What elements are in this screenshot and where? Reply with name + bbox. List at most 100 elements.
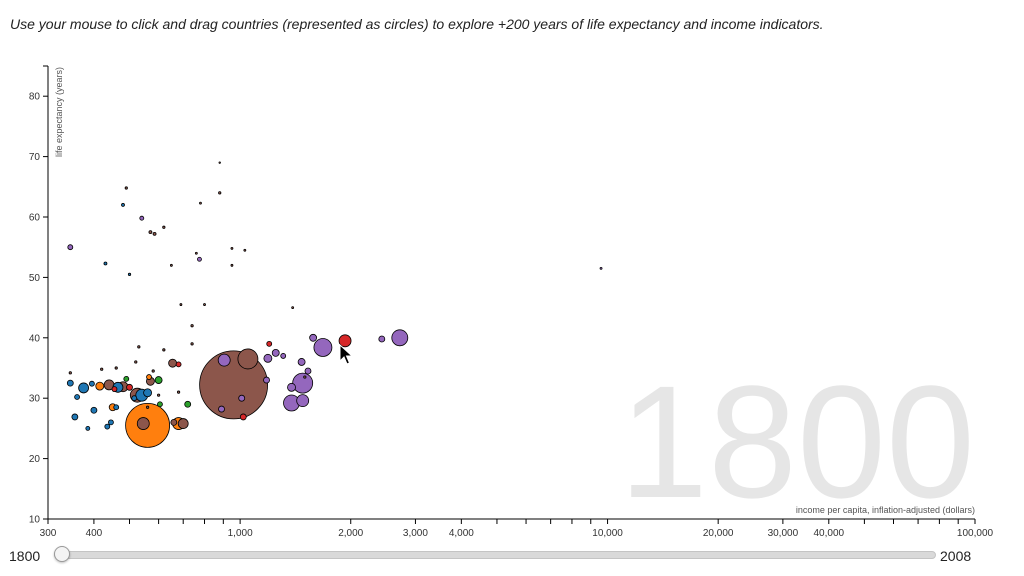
country-bubble[interactable] [157,401,163,408]
country-bubble[interactable] [68,371,72,375]
country-bubble[interactable] [237,348,259,370]
y-tick-label: 20 [29,454,41,465]
country-bubble[interactable] [194,251,198,255]
country-bubble[interactable] [199,201,202,205]
country-bubble[interactable] [152,232,157,236]
country-bubble[interactable] [139,215,145,221]
country-bubble[interactable] [170,418,178,426]
country-bubble[interactable] [78,382,90,394]
country-bubble[interactable] [67,244,74,251]
country-bubble[interactable] [111,386,118,393]
year-slider-track[interactable] [54,551,936,559]
country-bubble[interactable] [296,394,310,408]
country-bubble[interactable] [197,256,202,262]
country-bubble[interactable] [177,418,189,429]
country-bubble[interactable] [108,419,114,426]
country-bubble[interactable] [243,248,247,252]
y-tick-label: 10 [29,515,41,526]
x-tick-label: 100,000 [957,528,994,539]
slider-max-label: 2008 [940,548,972,564]
country-bubble[interactable] [230,263,234,267]
year-watermark: 1800 [619,352,975,531]
country-bubble[interactable] [148,230,153,235]
country-bubble[interactable] [146,374,152,380]
country-bubble[interactable] [218,405,225,413]
country-bubble[interactable] [190,342,194,346]
country-bubble[interactable] [391,329,409,347]
country-bubble[interactable] [131,395,138,402]
country-bubble[interactable] [263,353,273,363]
country-bubble[interactable] [291,306,295,310]
instructions-text: Use your mouse to click and drag countri… [10,16,824,32]
x-axis: 300 400 1,000 2,000 3,000 4,000 10,000 20,000 30… [40,518,994,539]
country-bubble[interactable] [280,353,287,359]
country-bubble[interactable] [184,400,192,408]
country-bubble[interactable] [313,338,333,357]
country-bubble[interactable] [168,358,178,368]
country-bubble[interactable] [104,423,111,430]
country-bubble[interactable] [90,406,98,414]
country-bubble[interactable] [338,334,352,348]
x-axis-title: income per capita, inflation-adjusted (d… [796,505,975,515]
country-bubble[interactable] [151,369,155,373]
x-tick-label: 3,000 [403,528,428,539]
country-bubble[interactable] [100,367,104,371]
y-axis: 10 20 30 40 50 60 70 80 [29,65,49,526]
country-bubble[interactable] [378,335,386,343]
country-bubble[interactable] [263,376,270,384]
country-bubble[interactable] [230,247,234,250]
country-bubble[interactable] [103,261,108,266]
country-bubble[interactable] [218,191,222,195]
country-bubble[interactable] [303,375,307,379]
country-bubble[interactable] [271,348,280,357]
x-tick-label: 20,000 [703,528,734,539]
country-bubble[interactable] [126,383,133,391]
country-bubble[interactable] [599,266,603,270]
country-bubble[interactable] [190,324,194,328]
country-bubble[interactable] [74,394,80,400]
country-bubble[interactable] [66,379,74,387]
country-bubble[interactable] [113,404,120,411]
year-slider-handle[interactable] [54,546,70,562]
country-bubble[interactable] [95,381,105,391]
x-tick-label: 300 [40,528,57,539]
country-bubble[interactable] [71,413,79,421]
country-bubble[interactable] [134,360,138,364]
country-bubble[interactable] [162,225,166,229]
x-tick-label: 4,000 [449,528,474,539]
country-bubble[interactable] [127,272,132,276]
bubbles-layer[interactable] [66,161,603,448]
country-bubble[interactable] [136,417,150,430]
country-bubble[interactable] [154,376,163,384]
country-bubble[interactable] [218,161,221,164]
country-bubble[interactable] [114,366,118,370]
country-bubble[interactable] [239,413,247,421]
country-bubble[interactable] [309,333,318,342]
country-bubble[interactable] [123,375,130,382]
country-bubble[interactable] [203,303,206,306]
country-bubble[interactable] [169,263,173,267]
country-bubble[interactable] [121,203,125,207]
country-bubble[interactable] [176,390,181,394]
country-bubble[interactable] [287,382,296,392]
x-tick-label: 2,000 [338,528,363,539]
country-bubble[interactable] [266,340,273,347]
country-bubble[interactable] [304,367,312,375]
country-bubble[interactable] [143,388,153,398]
country-bubble[interactable] [157,393,161,397]
country-bubble[interactable] [124,186,128,190]
country-bubble[interactable] [297,358,306,366]
country-bubble[interactable] [85,425,91,431]
slider-min-label: 1800 [9,548,41,564]
country-bubble[interactable] [292,372,314,394]
country-bubble[interactable] [217,353,231,367]
y-tick-label: 40 [29,333,41,344]
country-bubble[interactable] [179,303,183,306]
country-bubble[interactable] [238,394,246,402]
country-bubble[interactable] [175,361,182,368]
country-bubble[interactable] [88,380,95,387]
country-bubble[interactable] [137,345,141,349]
country-bubble[interactable] [146,405,150,409]
country-bubble[interactable] [162,348,166,352]
